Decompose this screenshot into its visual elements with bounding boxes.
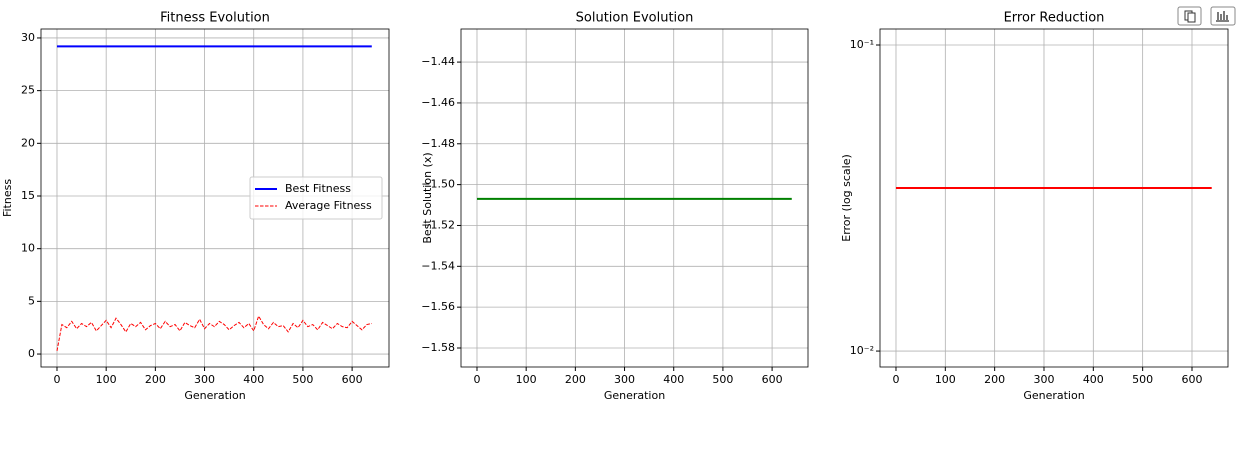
subplot: Solution Evolution Generation Best Solutio… — [421, 11, 809, 402]
x-tick-label: 100 — [935, 373, 956, 386]
x-tick-label: 100 — [516, 373, 537, 386]
y-tick-label: 25 — [21, 84, 35, 97]
axes-frame — [879, 28, 1229, 368]
x-tick-label: 600 — [1181, 373, 1202, 386]
y-tick-label: −1.44 — [421, 55, 455, 68]
y-tick-label: −1.58 — [421, 341, 455, 354]
x-tick-label: 200 — [145, 373, 166, 386]
chart-title: Fitness Evolution — [160, 11, 270, 26]
y-axis-label: Error (log scale) — [840, 154, 853, 242]
y-tick-label: 30 — [21, 31, 35, 44]
y-tick-label: −1.50 — [421, 178, 455, 191]
x-tick-label: 0 — [892, 373, 899, 386]
chart-icon — [1216, 11, 1229, 22]
x-axis-label: Generation — [184, 389, 245, 402]
x-tick-label: 500 — [1132, 373, 1153, 386]
x-tick-label: 300 — [614, 373, 635, 386]
legend-box — [249, 176, 383, 220]
legend-label: Average Fitness — [285, 199, 372, 212]
y-tick-label: −1.46 — [421, 96, 455, 109]
x-tick-label: 300 — [194, 373, 215, 386]
y-tick-label: −1.54 — [421, 259, 455, 272]
axes-frame — [460, 28, 809, 368]
x-tick-label: 200 — [984, 373, 1005, 386]
y-axis-label: Fitness — [1, 179, 14, 217]
x-tick-label: 300 — [1033, 373, 1054, 386]
copy-icon — [1187, 12, 1196, 23]
chart-button[interactable] — [1210, 6, 1236, 26]
x-tick-label: 400 — [663, 373, 684, 386]
axes-frame — [40, 28, 390, 368]
x-tick-label: 600 — [342, 373, 363, 386]
y-tick-label: 0 — [28, 347, 35, 360]
toolbar — [1177, 6, 1236, 26]
x-tick-label: 100 — [96, 373, 117, 386]
y-tick-label: 20 — [21, 136, 35, 149]
y-tick-label: 10 — [21, 242, 35, 255]
x-tick-label: 0 — [473, 373, 480, 386]
y-tick-label: 15 — [21, 189, 35, 202]
x-tick-label: 600 — [762, 373, 783, 386]
chart-title: Solution Evolution — [576, 11, 694, 26]
y-tick-label: −1.52 — [421, 218, 455, 231]
y-tick-label: 10⁻¹ — [850, 38, 874, 51]
x-axis-label: Generation — [1023, 389, 1084, 402]
x-tick-label: 400 — [243, 373, 264, 386]
subplot: Error Reduction Generation Error (log scal… — [840, 11, 1229, 402]
x-tick-label: 500 — [712, 373, 733, 386]
y-axis-label: Best Solution (x) — [421, 152, 434, 243]
y-tick-label: −1.56 — [421, 300, 455, 313]
y-tick-label: −1.48 — [421, 137, 455, 150]
chart-title: Error Reduction — [1004, 11, 1105, 26]
x-tick-label: 200 — [565, 373, 586, 386]
data-line — [56, 314, 372, 351]
y-tick-label: 10⁻² — [850, 344, 874, 357]
x-tick-label: 0 — [53, 373, 60, 386]
y-tick-label: 5 — [28, 294, 35, 307]
x-tick-label: 400 — [1083, 373, 1104, 386]
x-axis-label: Generation — [604, 389, 665, 402]
legend: Best Fitness Average Fitness — [249, 176, 383, 220]
legend-label: Best Fitness — [285, 182, 351, 195]
x-tick-label: 500 — [292, 373, 313, 386]
